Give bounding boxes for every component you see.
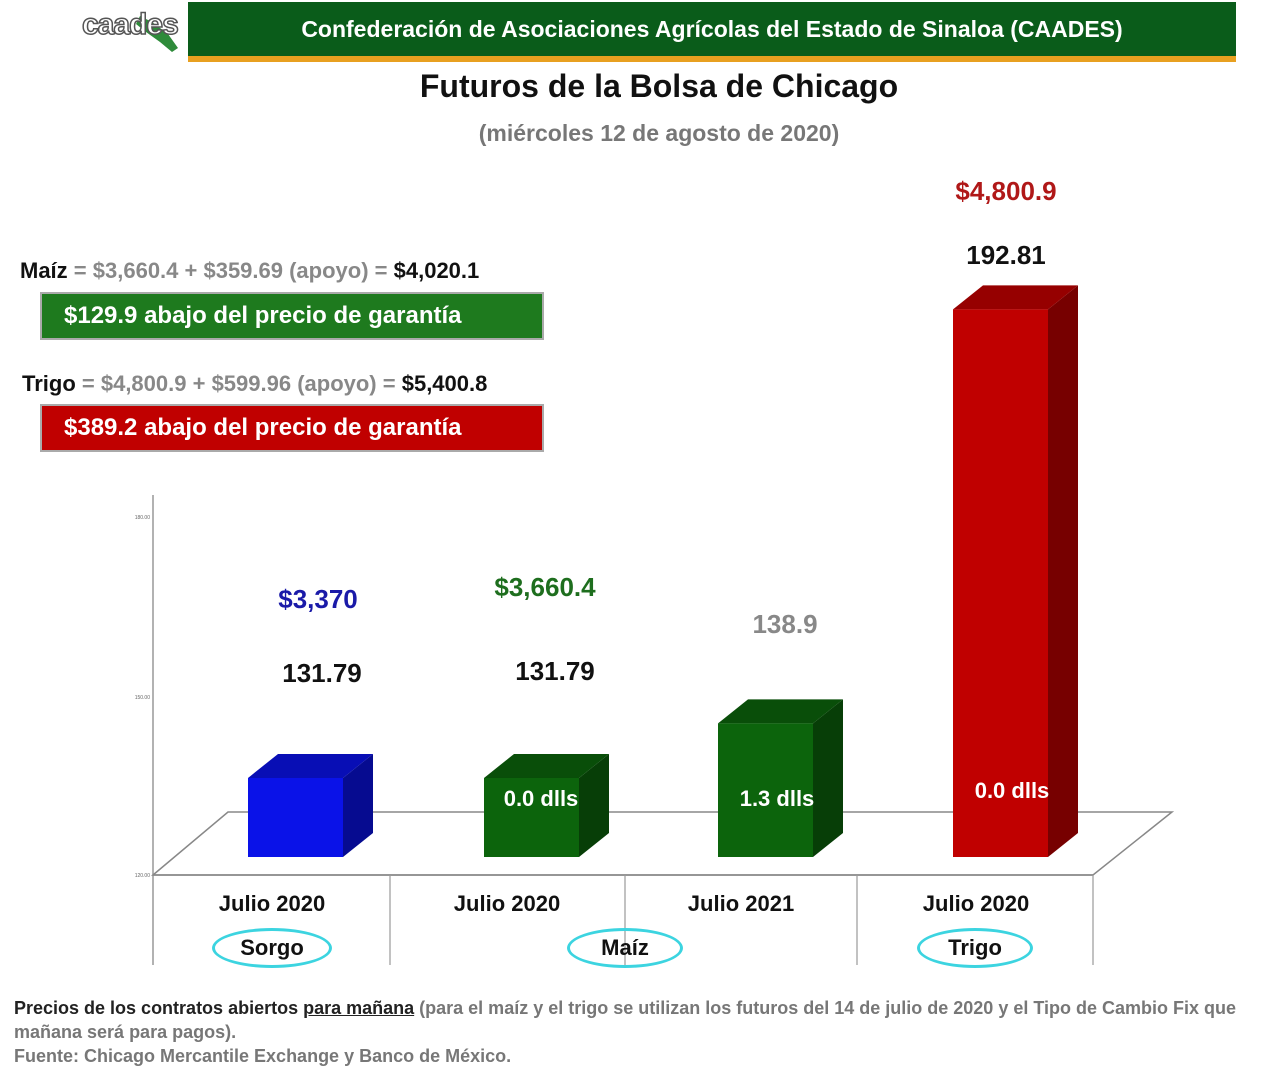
maiz-note-badge: $129.9 abajo del precio de garantía <box>40 292 544 340</box>
category-label: Julio 2020 <box>453 891 561 916</box>
header-banner: Confederación de Asociaciones Agrícolas … <box>188 2 1236 62</box>
footer-line1-b: (para el maíz y el trigo se utilizan los… <box>14 998 1237 1042</box>
value-label: 138.9 <box>752 609 818 639</box>
price-label: $3,370 <box>278 584 358 614</box>
maiz-total: $4,020.1 <box>393 258 480 283</box>
caades-logo-text: caades <box>81 7 179 42</box>
bar-side <box>343 753 373 857</box>
caades-logo <box>136 16 178 52</box>
price-label: $3,660.4 <box>494 572 596 602</box>
y-tick-label: 150.00 <box>135 695 151 701</box>
price-label: $4,800.9 <box>955 176 1057 206</box>
bar-front <box>718 723 813 857</box>
chart-bars <box>248 285 1078 857</box>
group-label: Maíz <box>567 928 683 968</box>
category-label: Julio 2020 <box>922 891 1030 916</box>
trigo-expr: = $4,800.9 + $599.96 (apoyo) = <box>75 371 402 396</box>
bar-side <box>1048 285 1078 857</box>
group-label: Sorgo <box>212 928 332 968</box>
bar-2 <box>718 699 843 857</box>
bar-top <box>718 699 843 724</box>
y-tick-label: 180.00 <box>135 515 151 521</box>
bar-front <box>248 777 343 857</box>
value-label: 192.81 <box>966 240 1046 270</box>
value-label: 131.79 <box>515 656 595 686</box>
page-subtitle: (miércoles 12 de agosto de 2020) <box>478 120 840 146</box>
trigo-crop: Trigo <box>22 371 76 396</box>
bar-side <box>579 753 609 857</box>
footer-note: Precios de los contratos abiertos para m… <box>14 996 1270 1068</box>
trigo-note-badge: $389.2 abajo del precio de garantía <box>40 404 544 452</box>
chart-frame: 180.00 150.00 120.00 <box>135 495 1175 965</box>
bar-1 <box>484 753 609 857</box>
category-label: Julio 2021 <box>687 891 795 916</box>
page-title: Futuros de la Bolsa de Chicago <box>419 68 899 104</box>
maiz-expr: = $3,660.4 + $359.69 (apoyo) = <box>67 258 394 283</box>
bar-front <box>484 777 579 857</box>
change-label: 0.0 dlls <box>974 778 1050 803</box>
footer-source: Fuente: Chicago Mercantile Exchange y Ba… <box>14 1046 512 1066</box>
change-label: 1.3 dlls <box>739 786 815 811</box>
trigo-total: $5,400.8 <box>401 371 488 396</box>
group-label: Trigo <box>917 928 1033 968</box>
bar-top <box>484 753 609 778</box>
bar-top <box>953 285 1078 310</box>
category-label: Julio 2020 <box>218 891 326 916</box>
maiz-equation: Maíz = $3,660.4 + $359.69 (apoyo) = $4,0… <box>20 258 479 284</box>
bar-top <box>248 753 373 778</box>
footer-line1-underlined: para mañana <box>303 998 415 1018</box>
maiz-crop: Maíz <box>20 258 68 283</box>
bar-0 <box>248 753 373 857</box>
change-label: 0.0 dlls <box>503 786 579 811</box>
value-label: 131.79 <box>282 658 362 688</box>
trigo-equation: Trigo = $4,800.9 + $599.96 (apoyo) = $5,… <box>22 371 487 397</box>
y-tick-label: 120.00 <box>135 873 151 879</box>
bar-front <box>953 309 1048 857</box>
bar-side <box>813 699 843 857</box>
bar-3 <box>953 285 1078 857</box>
footer-line1-a: Precios de los contratos abiertos <box>14 998 304 1018</box>
